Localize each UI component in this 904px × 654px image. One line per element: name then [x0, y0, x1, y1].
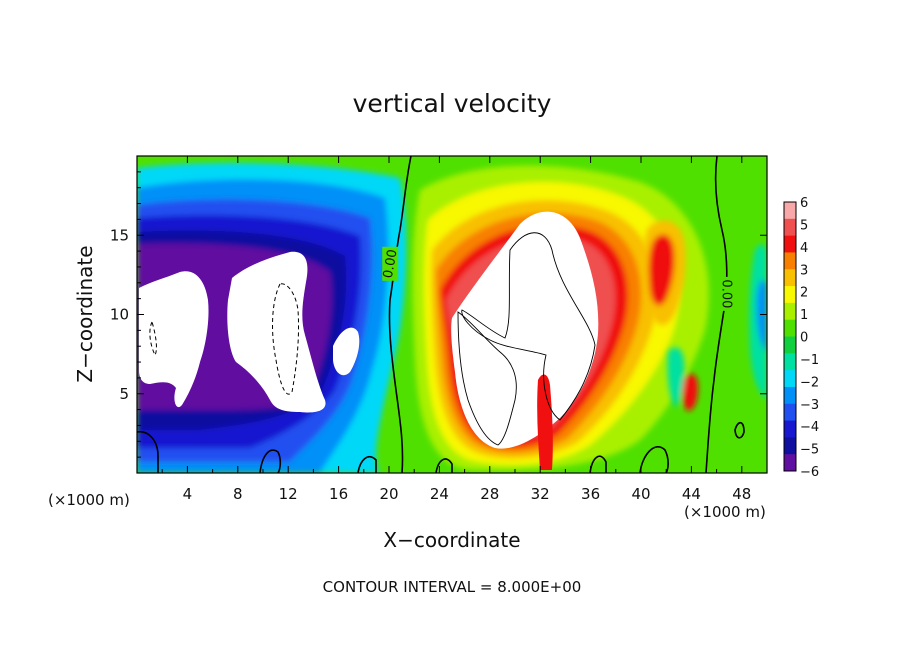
colorbar-label-6: 0: [800, 331, 808, 346]
x-tick-label-4: 20: [379, 485, 398, 503]
x-tick-label-3: 16: [329, 485, 348, 503]
colorbar-swatch-14: [784, 437, 796, 455]
zero-contour-bump-6: [734, 421, 745, 439]
colorbar-label-1: 5: [800, 218, 808, 233]
colorbar-label-2: 4: [800, 241, 808, 256]
small-cyan-patch: [667, 347, 685, 408]
x-tick-label-1: 8: [233, 485, 243, 503]
colorbar-swatch-13: [784, 420, 796, 438]
x-axis-ticks: 4 8 12 16 20 24 28 32 36 40 44 48: [161, 156, 751, 503]
colorbar: 6 5 4 3 2 1 0 −1 −2 −3 −4 −5 −6: [783, 196, 819, 480]
colorbar-swatch-7: [784, 319, 796, 337]
x-tick-label-9: 40: [631, 485, 650, 503]
colorbar-swatch-15: [784, 454, 796, 472]
colorbar-swatch-1: [784, 218, 796, 237]
x-tick-label-7: 32: [531, 485, 550, 503]
chart-title: vertical velocity: [353, 89, 552, 118]
zero-contour-bump-5: [639, 446, 669, 473]
downdraft-core-right: [333, 327, 360, 376]
colorbar-label-3: 3: [800, 263, 808, 278]
x-tick-label-11: 48: [732, 485, 751, 503]
colorbar-swatch-11: [784, 386, 796, 405]
right-edge-blue: [756, 280, 767, 352]
zero-contour-bump-2: [357, 456, 377, 473]
colorbar-swatch-9: [784, 353, 796, 371]
y-axis-ticks: 5 10 15: [110, 171, 767, 458]
x-tick-label-0: 4: [183, 485, 193, 503]
zero-contour-bottom-left: [137, 431, 159, 473]
zero-contour-left: [388, 156, 412, 473]
y-tick-label-2: 15: [110, 226, 129, 244]
updraft-contours: [457, 232, 596, 446]
x-unit-label: (×1000 m): [684, 503, 766, 521]
x-tick-label-5: 24: [430, 485, 449, 503]
contour-label-0: 0.00: [381, 248, 401, 279]
colorbar-frame: [783, 201, 797, 472]
zero-contour-bump-3: [435, 458, 453, 473]
colorbar-swatch-6: [784, 302, 796, 321]
colorbar-label-9: −3: [800, 398, 819, 413]
negative-contours: [149, 283, 300, 395]
colorbar-swatch-3: [784, 252, 796, 270]
colorbar-swatch-4: [784, 269, 796, 287]
updraft-core: [451, 211, 599, 449]
negative-contour-mid: [272, 283, 300, 395]
colorbar-label-0: 6: [800, 196, 808, 211]
colorbar-swatch-0: [784, 202, 796, 220]
y-axis-label: Z−coordinate: [73, 245, 97, 382]
x-tick-label-8: 36: [581, 485, 600, 503]
x-tick-label-6: 28: [480, 485, 499, 503]
contour-label-bg-0: [382, 246, 399, 281]
colorbar-swatch-2: [784, 235, 796, 253]
small-updraft-cell: [682, 373, 698, 411]
right-cell-red: [648, 234, 675, 306]
colorbar-label-10: −4: [800, 420, 819, 435]
x-tick-label-2: 12: [279, 485, 298, 503]
contour-label-bg-1: [718, 276, 735, 311]
colorbar-swatch-12: [784, 403, 796, 422]
colorbar-label-11: −5: [800, 443, 819, 458]
updraft-red-wedge: [537, 374, 553, 470]
zero-contour-bump: [259, 449, 282, 473]
velocity-field: 0.00 0.00: [137, 156, 767, 473]
x-tick-label-10: 44: [682, 485, 701, 503]
updraft-inner-contour: [461, 232, 596, 421]
downdraft-core-mid: [227, 251, 326, 413]
colorbar-label-5: 1: [800, 308, 808, 323]
colorbar-label-12: −6: [800, 465, 819, 480]
contour-interval-note: CONTOUR INTERVAL = 8.000E+00: [323, 578, 582, 596]
x-axis-label: X−coordinate: [383, 528, 520, 552]
contour-label-1: 0.00: [719, 279, 734, 308]
colorbar-label-8: −2: [800, 375, 819, 390]
downdraft-core-left: [139, 271, 209, 408]
colorbar-swatch-5: [784, 286, 796, 304]
updraft-outer-contour: [457, 311, 517, 446]
negative-contour-left: [149, 320, 157, 357]
y-tick-label-1: 10: [110, 306, 129, 324]
colorbar-swatch-8: [784, 336, 796, 354]
colorbar-label-4: 2: [800, 286, 808, 301]
colorbar-label-7: −1: [800, 353, 819, 368]
y-tick-label-0: 5: [119, 385, 129, 403]
colorbar-swatch-10: [784, 370, 796, 388]
z-unit-label: (×1000 m): [48, 491, 130, 509]
